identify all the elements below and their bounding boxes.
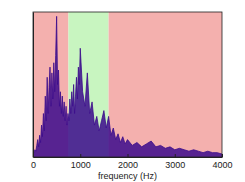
plot: 0 1000 2000 3000 4000 [31, 12, 233, 170]
plot-area [33, 12, 222, 157]
chart: 0 1000 2000 3000 4000 frequency (Hz) [0, 0, 245, 182]
spectrum-line [33, 16, 222, 154]
x-tick: 4000 [212, 154, 232, 170]
x-axis-title: frequency (Hz) [98, 171, 157, 181]
x-tick-mark [222, 154, 223, 157]
x-tick-label: 2000 [118, 160, 138, 170]
x-tick-mark [175, 154, 176, 157]
x-tick-label: 1000 [71, 160, 91, 170]
region [109, 12, 222, 157]
x-tick-label: 0 [31, 160, 36, 170]
x-tick: 2000 [118, 154, 138, 170]
x-axis: 0 1000 2000 3000 4000 [31, 154, 233, 170]
x-axis-line [34, 157, 223, 158]
x-tick: 1000 [71, 154, 91, 170]
y-axis [33, 13, 34, 158]
x-tick-label: 4000 [212, 160, 232, 170]
x-tick-mark [80, 154, 81, 157]
x-tick-label: 3000 [165, 160, 185, 170]
spectrum-area [33, 16, 222, 157]
x-tick-mark [128, 154, 129, 157]
y-axis-line [33, 13, 34, 158]
x-tick: 3000 [165, 154, 185, 170]
frame [33, 12, 222, 157]
